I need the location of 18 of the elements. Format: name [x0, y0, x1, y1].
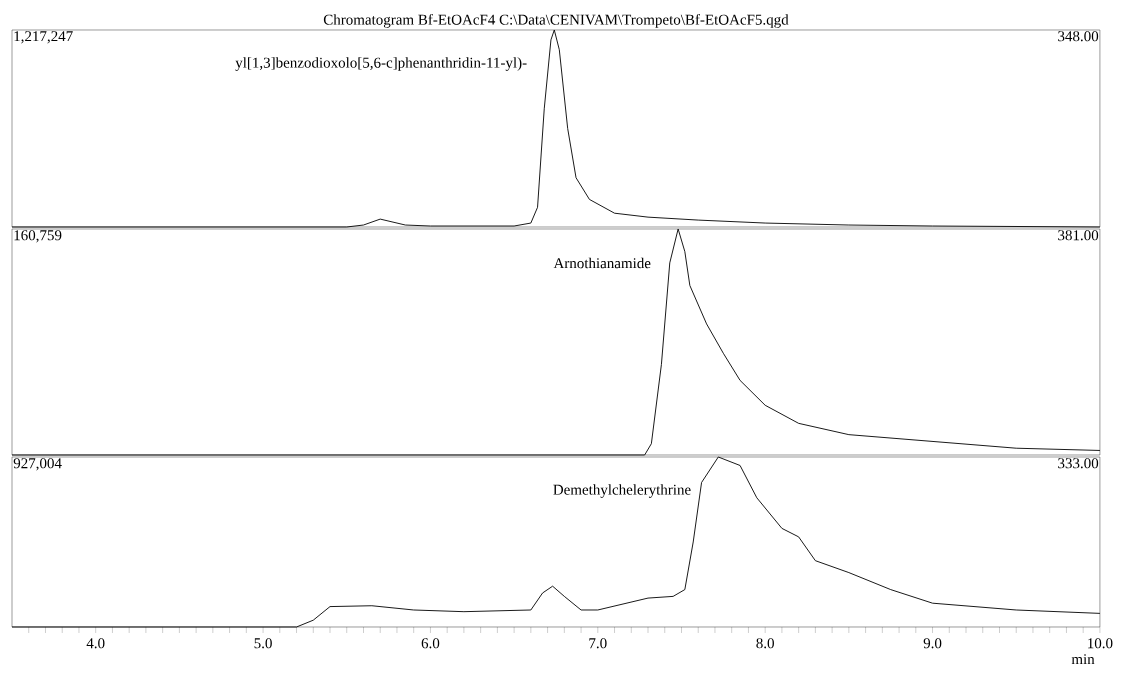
x-tick-label: 8.0: [756, 638, 774, 649]
annotation: Arnothianamide: [553, 257, 651, 269]
annotation: yl[1,3]benzodioxolo[5,6-c]phenanthridin-11-yl)-: [235, 57, 527, 71]
x-tick-label: 5.0: [254, 638, 272, 649]
annotation: 160,759: [14, 230, 62, 243]
x-tick-label: 6.0: [421, 638, 440, 649]
annotation: 381.00: [1058, 230, 1099, 241]
x-tick-label: 7.0: [589, 638, 607, 649]
x-tick-label: 10.0: [1088, 638, 1113, 649]
chart-title: Chromatogram Bf-EtOAcF4 C:\Data\CENIVAM\Trompeto\Bf-EtOAcF5.qgd: [323, 14, 789, 28]
x-tick-label: 9.0: [923, 638, 942, 649]
x-tick-label: 4.0: [86, 638, 105, 649]
annotation: 927,004: [13, 458, 62, 471]
annotation: Demethylchelerythrine: [553, 484, 691, 498]
x-axis-title: min: [1071, 654, 1095, 665]
annotation: 1,217,247: [14, 31, 73, 44]
annotation: 348.00: [1058, 31, 1099, 42]
annotation: 333.00: [1058, 458, 1099, 469]
